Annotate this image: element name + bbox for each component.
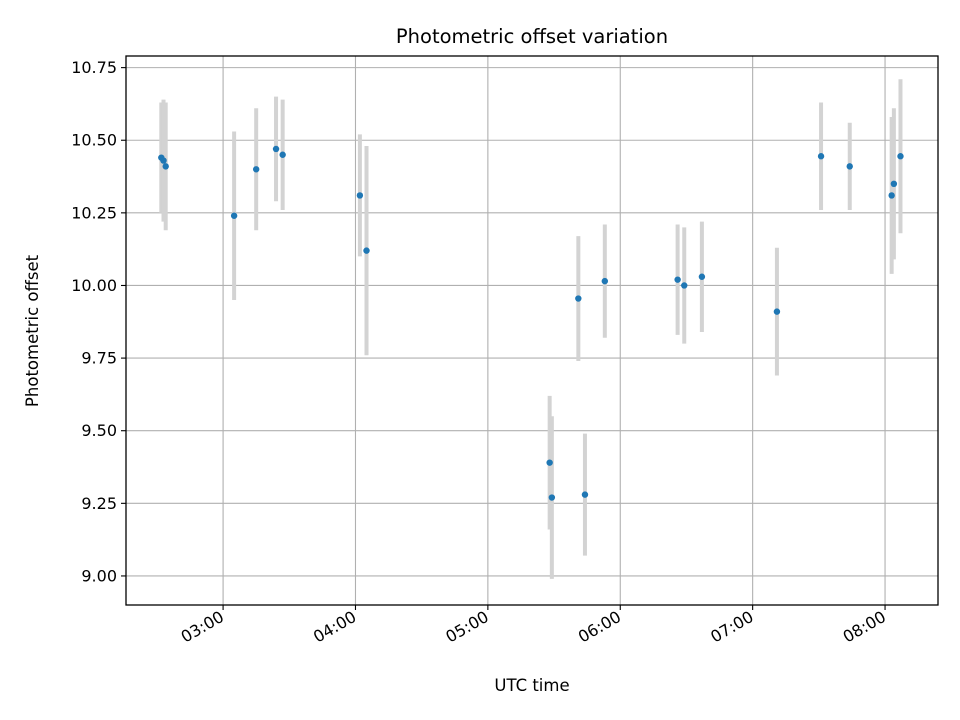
plot-frame: [125, 55, 939, 606]
data-point: [162, 163, 169, 170]
grid-lines: [126, 56, 938, 605]
x-tick-label: 05:00: [442, 607, 491, 647]
data-point: [681, 282, 688, 289]
data-point: [252, 166, 260, 173]
data-point: [888, 192, 895, 199]
x-tick-label: 04:00: [310, 607, 359, 647]
y-tick-label: 9.00: [81, 566, 117, 585]
y-tick-label: 10.75: [71, 58, 117, 77]
data-point: [773, 308, 781, 315]
data-point: [817, 153, 825, 160]
x-tick-label: 06:00: [575, 607, 624, 647]
y-axis-label: Photometric offset: [23, 254, 42, 407]
y-tick-label: 10.50: [71, 131, 117, 150]
data-point: [356, 192, 364, 199]
data-point: [230, 212, 238, 219]
data-point: [846, 163, 853, 170]
data-point: [581, 491, 589, 498]
chart-title: Photometric offset variation: [396, 25, 668, 48]
data-point: [890, 180, 898, 188]
x-tick-label: 08:00: [840, 607, 889, 647]
y-tick-label: 10.25: [71, 203, 117, 222]
data-point: [546, 459, 553, 466]
y-tick-label: 9.75: [81, 349, 117, 368]
data-point: [674, 276, 681, 283]
x-tick-label: 03:00: [178, 607, 227, 647]
x-axis-label: UTC time: [494, 676, 569, 695]
data-point: [272, 145, 280, 153]
data-point: [548, 494, 556, 501]
x-tick-label: 07:00: [707, 607, 756, 647]
data-point: [601, 277, 609, 285]
data-point: [279, 151, 286, 158]
error-bars: [159, 79, 903, 579]
data-point: [363, 247, 370, 254]
y-tick-label: 9.25: [81, 494, 117, 513]
data-point: [575, 295, 582, 302]
data-point: [897, 153, 904, 160]
data-point: [698, 273, 706, 280]
data-point: [160, 157, 167, 164]
x-axis-ticks: 03:00 04:00 05:00 06:00 07:00 08:00: [178, 605, 889, 647]
y-axis-ticks: 9.00 9.25 9.50 9.75 10.00 10.25 10.50 10.75: [71, 58, 126, 585]
data-points: [158, 145, 904, 501]
y-tick-label: 10.00: [71, 276, 117, 295]
y-tick-label: 9.50: [81, 421, 117, 440]
